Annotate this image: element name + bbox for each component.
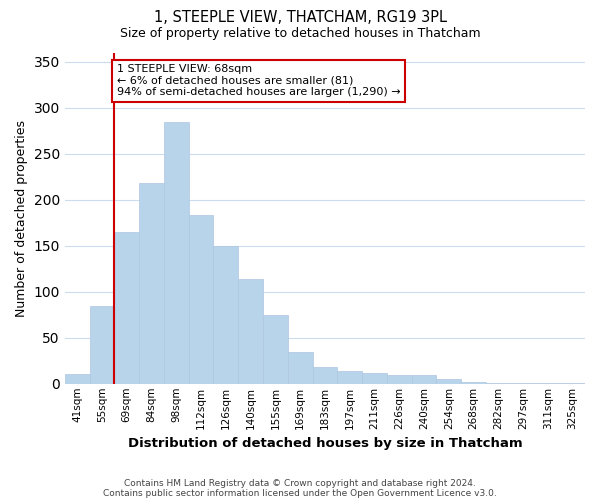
Bar	[288, 352, 313, 384]
Bar	[188, 216, 214, 384]
Bar	[511, 383, 535, 384]
Bar	[362, 372, 387, 384]
Bar	[115, 232, 139, 384]
Bar	[560, 383, 585, 384]
Bar	[337, 371, 362, 384]
Bar	[436, 379, 461, 384]
Bar	[89, 306, 115, 384]
Text: 1 STEEPLE VIEW: 68sqm
← 6% of detached houses are smaller (81)
94% of semi-detac: 1 STEEPLE VIEW: 68sqm ← 6% of detached h…	[117, 64, 400, 98]
Bar	[263, 315, 288, 384]
Bar	[313, 367, 337, 384]
Bar	[486, 383, 511, 384]
Bar	[535, 383, 560, 384]
Y-axis label: Number of detached properties: Number of detached properties	[15, 120, 28, 316]
X-axis label: Distribution of detached houses by size in Thatcham: Distribution of detached houses by size …	[128, 437, 522, 450]
Bar	[65, 374, 89, 384]
Text: Contains HM Land Registry data © Crown copyright and database right 2024.: Contains HM Land Registry data © Crown c…	[124, 478, 476, 488]
Text: Size of property relative to detached houses in Thatcham: Size of property relative to detached ho…	[119, 28, 481, 40]
Text: Contains public sector information licensed under the Open Government Licence v3: Contains public sector information licen…	[103, 488, 497, 498]
Bar	[164, 122, 188, 384]
Bar	[139, 183, 164, 384]
Bar	[238, 279, 263, 384]
Bar	[412, 376, 436, 384]
Bar	[214, 246, 238, 384]
Bar	[461, 382, 486, 384]
Text: 1, STEEPLE VIEW, THATCHAM, RG19 3PL: 1, STEEPLE VIEW, THATCHAM, RG19 3PL	[154, 10, 446, 25]
Bar	[387, 376, 412, 384]
